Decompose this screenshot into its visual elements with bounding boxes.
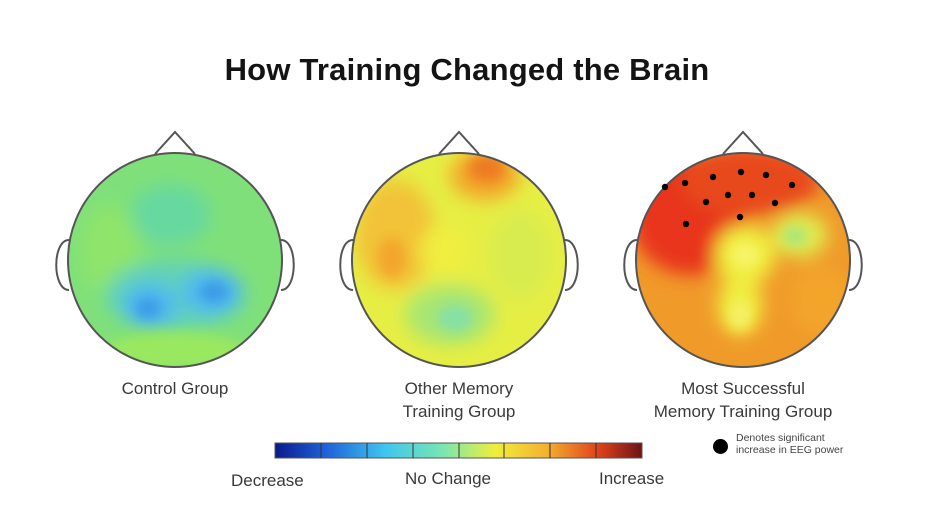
nose-icon (154, 130, 196, 155)
legend-line: Denotes significant (736, 432, 825, 444)
map-label-most-successful-group: Most Successful Memory Training Group (613, 377, 873, 423)
head-map-control-group (55, 130, 295, 368)
significance-dot (788, 181, 796, 189)
right-ear-icon (564, 239, 579, 291)
nose-icon (438, 130, 480, 155)
significance-dots (661, 168, 796, 228)
significance-dot (748, 191, 756, 199)
left-ear-icon (623, 239, 638, 291)
significance-dot (724, 191, 732, 199)
map-label-line: Memory Training Group (653, 402, 833, 421)
right-ear-icon (848, 239, 863, 291)
scale-label-decrease: Decrease (231, 471, 304, 490)
significance-dot (762, 171, 770, 179)
map-label-other-memory-group: Other Memory Training Group (329, 377, 589, 423)
head-outline (351, 152, 567, 368)
map-label-line: Control Group (121, 379, 229, 398)
significance-dot (661, 183, 669, 191)
right-ear-icon (280, 239, 295, 291)
left-ear-icon (339, 239, 354, 291)
significance-dot (709, 173, 717, 181)
significance-legend-dot-icon (713, 439, 728, 454)
head-outline (67, 152, 283, 368)
scale-label-no-change: No Change (405, 469, 492, 488)
color-scale (274, 442, 643, 459)
significance-dot (771, 199, 779, 207)
significance-dot (681, 179, 689, 187)
significance-dot (682, 220, 690, 228)
head-map-other-memory-group (339, 130, 579, 368)
head-map-most-successful-group (623, 130, 863, 368)
head-outline (635, 152, 851, 368)
significance-legend-text: Denotes significant increase in EEG powe… (736, 432, 906, 456)
map-label-line: Other Memory (404, 379, 514, 398)
significance-dot (737, 168, 745, 176)
scale-label-increase: Increase (599, 469, 665, 488)
significance-dot (736, 213, 744, 221)
figure-title: How Training Changed the Brain (224, 52, 710, 87)
map-label-line: Training Group (402, 402, 516, 421)
nose-icon (722, 130, 764, 155)
legend-line: increase in EEG power (736, 444, 844, 456)
color-scale-ticks (320, 443, 597, 458)
map-label-control-group: Control Group (45, 377, 305, 400)
significance-dot (702, 198, 710, 206)
left-ear-icon (55, 239, 70, 291)
map-label-line: Most Successful (681, 379, 805, 398)
